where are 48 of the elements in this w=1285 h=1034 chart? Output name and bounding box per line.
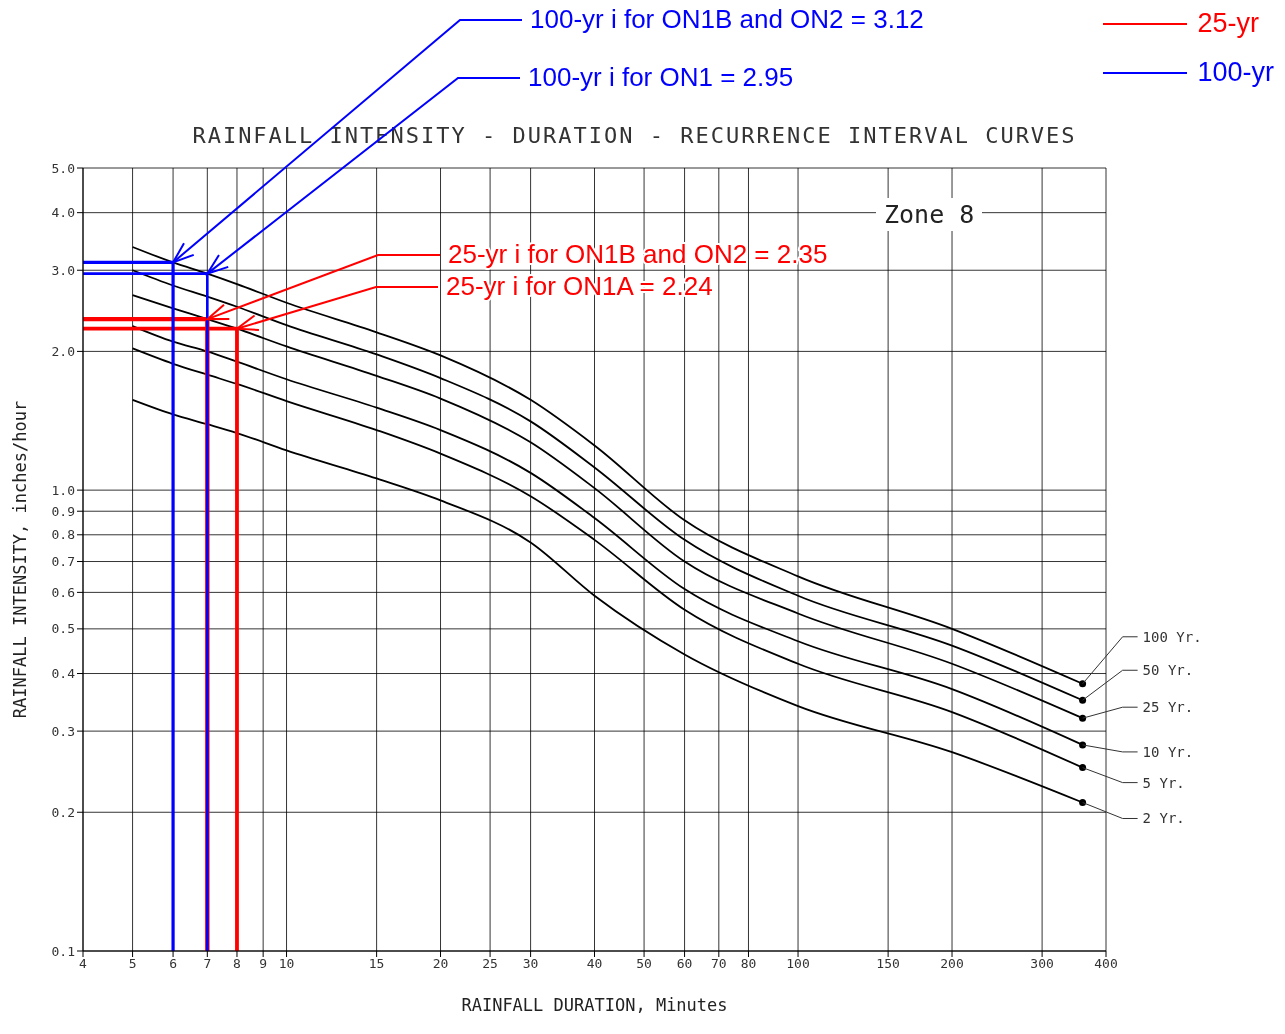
text: 25 Yr.: [1142, 699, 1194, 716]
y-tick-label: 0.1: [51, 943, 75, 959]
x-tick-label: 8: [233, 956, 241, 972]
y-tick-label: 0.5: [51, 621, 75, 637]
y-tick-label: 0.9: [51, 503, 75, 519]
annotation: 100-yr i for ON1B and ON2 = 3.12: [530, 4, 924, 34]
text: 10 Yr.: [1142, 743, 1194, 760]
x-tick-label: 25: [482, 956, 498, 972]
y-tick-label: 2.0: [51, 344, 75, 360]
x-tick-label: 7: [203, 956, 212, 972]
x-tick-label: 9: [259, 956, 268, 972]
y-axis-title: RAINFALL INTENSITY, inches/hour: [10, 400, 30, 719]
y-tick-label: 0.8: [51, 527, 75, 543]
x-tick-label: 200: [940, 956, 964, 972]
x-tick-label: 15: [368, 956, 385, 972]
x-tick-label: 300: [1030, 956, 1054, 972]
x-tick-label: 20: [432, 956, 449, 972]
x-tick-label: 80: [740, 956, 757, 972]
y-tick-label: 0.3: [51, 723, 75, 739]
y-tick-label: 5.0: [51, 160, 75, 176]
x-tick-label: 50: [636, 956, 652, 972]
x-tick-label: 10: [278, 956, 295, 972]
x-tick-label: 5: [128, 956, 137, 972]
x-tick-label: 6: [169, 956, 177, 972]
annotation: Zone 8: [876, 198, 983, 231]
text: 100 Yr.: [1142, 628, 1202, 645]
x-tick-label: 100: [786, 956, 810, 972]
x-tick-label: 150: [876, 956, 900, 972]
x-axis-title: RAINFALL DURATION, Minutes: [461, 995, 728, 1015]
text: 5 Yr.: [1142, 774, 1185, 791]
annotation: 100-yr i for ON1 = 2.95: [528, 62, 794, 92]
y-tick-label: 0.7: [51, 554, 75, 570]
y-tick-label: 0.6: [51, 584, 75, 600]
x-tick-label: 60: [676, 956, 693, 972]
y-tick-label: 4.0: [51, 205, 75, 221]
legend-label: 100-yr: [1197, 57, 1274, 88]
y-tick-label: 0.4: [51, 666, 76, 682]
x-tick-label: 30: [522, 956, 539, 972]
x-tick-label: 70: [710, 956, 727, 972]
legend-label: 25-yr: [1197, 8, 1259, 39]
x-tick-label: 400: [1094, 956, 1118, 972]
y-tick-label: 3.0: [51, 262, 75, 278]
text: 50 Yr.: [1142, 662, 1194, 679]
y-tick-label: 1.0: [51, 482, 75, 498]
x-tick-label: 40: [586, 956, 603, 972]
x-tick-label: 4: [79, 956, 88, 972]
y-tick-label: 0.2: [51, 804, 75, 820]
text: 2 Yr.: [1142, 810, 1185, 827]
